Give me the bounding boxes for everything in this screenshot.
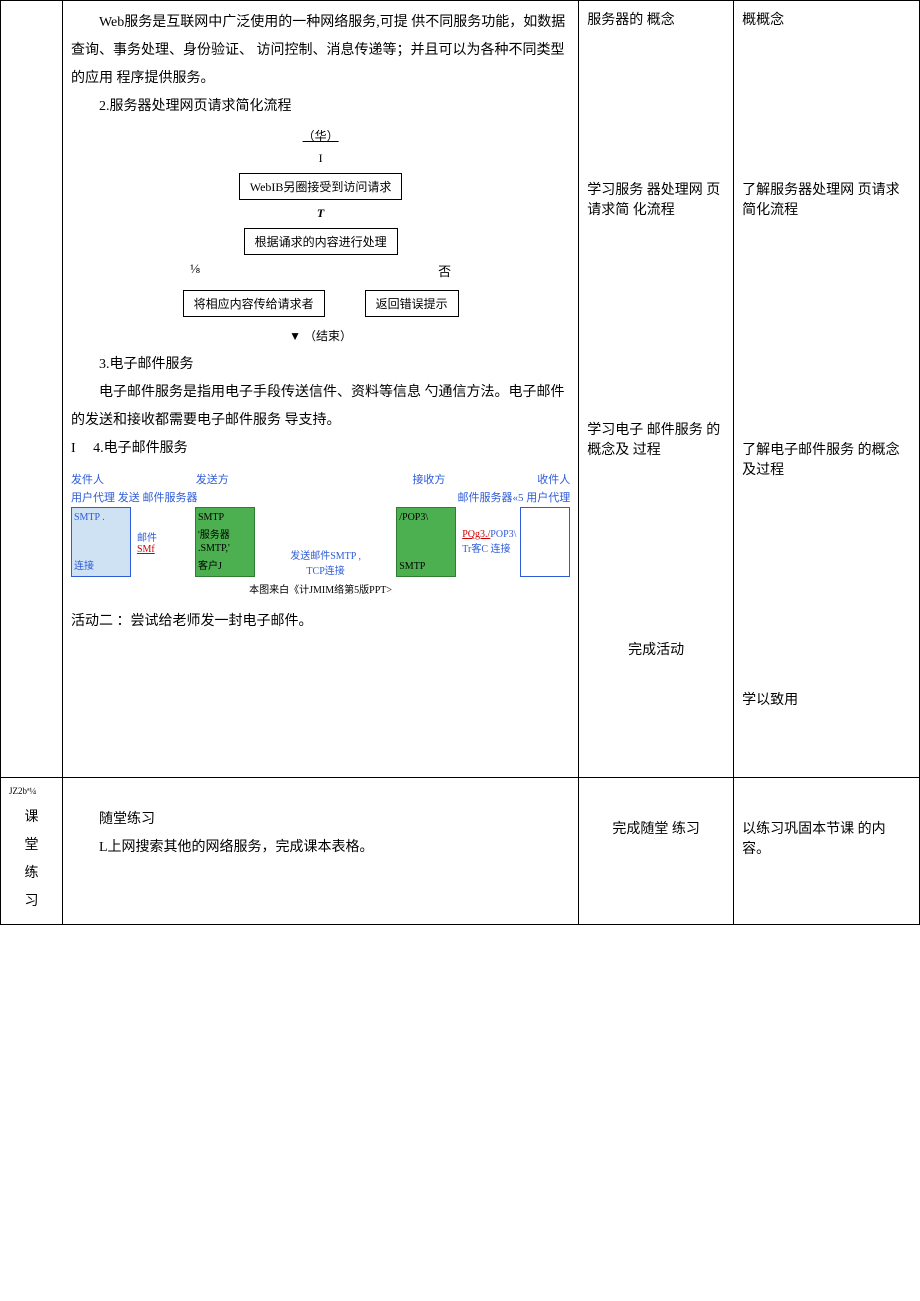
c3-block3: 学习电子 邮件服务 的概念及 过程: [587, 419, 725, 459]
design-intent-cell-1: 概概念 了解服务器处理网 页请求简化流程 了解电子邮件服务 的概念及过程 学以致…: [734, 1, 920, 778]
heading-4: 4.电子邮件服务: [93, 441, 188, 456]
pqg3: PQg3./: [462, 529, 490, 540]
recv-server-box: /POP3\ SMTP: [396, 507, 456, 577]
smf-label: SMf: [137, 544, 189, 555]
exercise-heading: 随堂练习: [71, 806, 570, 834]
sender-ua-box: SMTP . 连接: [71, 507, 131, 577]
student-activity-cell-1: 服务器的 概念 学习服务 器处理网 页请求简 化流程 学习电子 邮件服务 的概念…: [579, 1, 734, 778]
green-client: 客户J: [198, 557, 252, 572]
diagram-caption: 本图来白《计JMIM络第5版PPT>: [71, 581, 570, 596]
email-service-paragraph: 电子邮件服务是指用电子手段传送信件、资料等信息 勺通信方法。电子邮件的发送和接收…: [71, 379, 570, 435]
green-server: '服务器: [198, 526, 252, 541]
flow-box-4: 返回错误提示: [365, 290, 459, 317]
mid-send: 发送邮件SMTP ,: [261, 547, 390, 562]
c4-block4: 学以致用: [742, 689, 911, 709]
flow-box-1: WebIB另圈接受到访问请求: [239, 173, 403, 200]
col1-vertical-label: 课堂练习: [9, 804, 54, 916]
blue-conn: 连接: [74, 557, 128, 572]
flow-no: 否: [438, 261, 451, 280]
design-intent-cell-2: 以练习巩固本节课 的内容。: [734, 778, 920, 925]
green2-smtp: SMTP: [399, 561, 453, 572]
exercise-item: L上网搜索其他的网络服务，完成课本表格。: [71, 834, 570, 862]
heading-3: 3.电子邮件服务: [71, 351, 570, 379]
lbl-recv-side: 接收方: [321, 471, 446, 487]
receiver-ua-box: [520, 507, 570, 577]
c4-block3: 了解电子邮件服务 的概念及过程: [742, 439, 911, 479]
heading-4-prefix: I: [71, 441, 76, 456]
green-smtp: SMTP: [198, 512, 252, 523]
lbl-ua-send: 用户代理 发送 邮件服务器: [71, 489, 321, 505]
green2-pop3: /POP3\: [399, 512, 453, 523]
student-activity-cell-2: 完成随堂 练习: [579, 778, 734, 925]
lbl-ua-recv: 邮件服务器«5 用户代理: [321, 489, 571, 505]
mail-link-1: 邮件 SMf: [133, 507, 193, 577]
flow-yes: ⅛: [190, 261, 200, 280]
heading-4-wrap: I 4.电子邮件服务: [71, 435, 570, 463]
flow-arrow-1: I: [319, 151, 323, 166]
lbl-sender: 发件人: [71, 471, 196, 487]
green-smtp2: .SMTP,': [198, 543, 252, 554]
col1-text: 课堂练习: [24, 810, 38, 909]
blue-smtp: SMTP .: [74, 512, 128, 523]
lbl-receiver: 收件人: [445, 471, 570, 487]
flow-start: （华）: [303, 127, 339, 144]
heading-2: 2.服务器处理网页请求简化流程: [71, 93, 570, 121]
c4-block1: 概概念: [742, 9, 911, 29]
c3-block4: 完成活动: [587, 639, 725, 659]
email-diagram: 发件人 发送方 接收方 收件人 用户代理 发送 邮件服务器 邮件服务器«5 用户…: [71, 471, 570, 596]
flow-box-2: 根据诵求的内容进行处理: [244, 228, 398, 255]
flow-box-3: 将相应内容传给请求者: [183, 290, 325, 317]
flow-end: ▼ （结束）: [289, 327, 352, 344]
col1-small-label: JZ2bª¼: [9, 786, 54, 796]
lbl-send-side: 发送方: [196, 471, 321, 487]
c3-block2: 学习服务 器处理网 页请求简 化流程: [587, 179, 725, 219]
send-server-box: SMTP '服务器 .SMTP,' 客户J: [195, 507, 255, 577]
mail-label: 邮件: [137, 529, 189, 544]
c3-block1: 服务器的 概念: [587, 9, 725, 29]
mail-link-2: PQg3./POP3\ Tr客C 连接: [458, 507, 518, 577]
pop3b: POP3\: [490, 529, 516, 540]
section-label-cell-2: JZ2bª¼ 课堂练习: [1, 778, 63, 925]
mid-link: 发送邮件SMTP , TCP连接: [257, 507, 394, 577]
mid-tcp: TCP连接: [261, 562, 390, 577]
main-content-cell-1: Web服务是互联网中广泛使用的一种网络服务,可提 供不同服务功能，如数据查询、事…: [62, 1, 578, 778]
activity-2: 活动二 ：尝试给老师发一封电子邮件。: [71, 608, 570, 636]
main-content-cell-2: 随堂练习 L上网搜索其他的网络服务，完成课本表格。: [62, 778, 578, 925]
c4-block2: 了解服务器处理网 页请求简化流程: [742, 179, 911, 219]
section-label-cell-1: [1, 1, 63, 778]
trc: Tr客C 连接: [462, 540, 514, 555]
flow-arrow-2: T: [317, 206, 324, 221]
web-service-paragraph: Web服务是互联网中广泛使用的一种网络服务,可提 供不同服务功能，如数据查询、事…: [71, 9, 570, 93]
